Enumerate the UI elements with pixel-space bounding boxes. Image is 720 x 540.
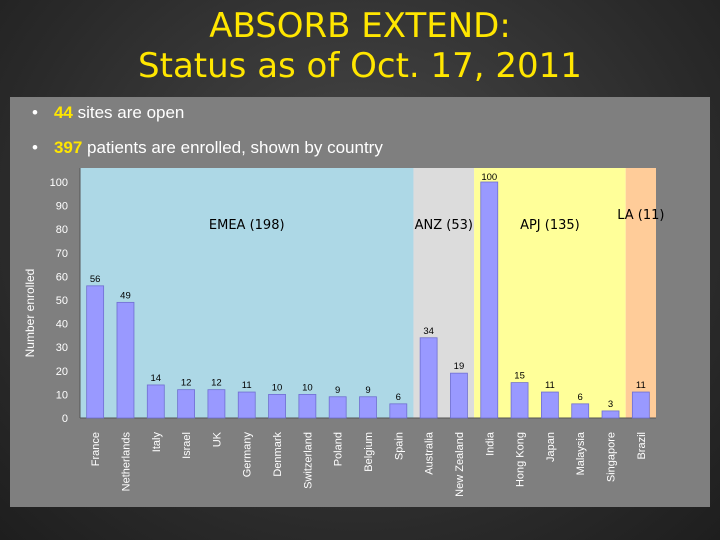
x-tick-label: Japan <box>545 432 557 462</box>
sites-count: 44 <box>53 103 73 122</box>
y-tick-label: 40 <box>56 319 68 331</box>
bar <box>541 391 559 419</box>
patients-text: patients are enrolled, shown by country <box>82 138 383 157</box>
region-label: APJ (135) <box>520 218 580 233</box>
bar <box>480 181 499 419</box>
y-tick-label: 30 <box>56 342 68 354</box>
title-line-1: ABSORB EXTEND: <box>209 6 511 46</box>
bullet-patients: • 397 patients are enrolled, shown by cou… <box>32 138 383 158</box>
y-tick-label: 50 <box>56 295 68 307</box>
bar <box>510 382 529 419</box>
region-bg-2 <box>474 168 626 418</box>
y-tick-label: 60 <box>56 271 68 283</box>
x-tick-label: Italy <box>151 432 163 453</box>
bar <box>116 301 135 419</box>
y-tick-label: 100 <box>50 177 68 189</box>
x-tick-label: France <box>90 432 102 466</box>
bar <box>631 391 650 419</box>
bar-value-label: 14 <box>151 373 162 384</box>
region-label: EMEA (198) <box>209 218 285 233</box>
bar <box>207 389 226 419</box>
x-tick-label: Hong Kong <box>515 432 527 487</box>
x-tick-label: Australia <box>424 431 436 475</box>
bullet-sites: • 44 sites are open <box>32 103 184 123</box>
x-tick-label: Germany <box>242 432 254 478</box>
x-tick-label: Singapore <box>606 432 618 482</box>
y-axis-label: Number enrolled <box>23 269 37 358</box>
title-line-2: Status as of Oct. 17, 2011 <box>138 46 582 86</box>
x-tick-label: New Zealand <box>454 432 466 497</box>
bar-value-label: 10 <box>302 382 313 393</box>
bar <box>601 410 620 419</box>
bar <box>328 396 347 419</box>
bar <box>450 372 468 419</box>
bar-value-label: 10 <box>272 382 283 393</box>
y-tick-label: 0 <box>62 413 68 425</box>
bar-value-label: 49 <box>120 290 131 301</box>
bullet-dot: • <box>32 103 38 122</box>
y-tick-label: 20 <box>56 366 68 378</box>
bar-value-label: 12 <box>181 378 192 389</box>
bar-value-label: 56 <box>90 274 101 285</box>
sites-text: sites are open <box>72 103 185 122</box>
x-tick-label: Spain <box>393 432 405 460</box>
x-tick-label: Switzerland <box>302 432 314 489</box>
bar-value-label: 15 <box>514 371 525 382</box>
y-tick-label: 10 <box>56 389 68 401</box>
bar-value-label: 12 <box>211 378 222 389</box>
x-tick-label: UK <box>211 431 223 447</box>
x-tick-label: Israel <box>181 432 193 459</box>
bar-value-label: 9 <box>335 385 340 396</box>
bar-value-label: 6 <box>396 392 401 403</box>
bar <box>86 285 105 419</box>
x-tick-label: India <box>484 431 496 456</box>
bar-value-label: 6 <box>578 392 583 403</box>
bar <box>268 393 286 419</box>
bar <box>146 384 165 419</box>
bar <box>298 393 317 419</box>
x-tick-label: Brazil <box>636 432 648 460</box>
patients-count: 397 <box>53 138 83 157</box>
bar-value-label: 9 <box>365 385 370 396</box>
bar <box>359 396 377 419</box>
slide-title: ABSORB EXTEND: Status as of Oct. 17, 201… <box>0 6 720 86</box>
y-tick-label: 90 <box>56 201 68 213</box>
y-tick-label: 70 <box>56 248 68 260</box>
bar <box>571 403 590 419</box>
x-tick-label: Malaysia <box>575 431 587 475</box>
bar-value-label: 11 <box>636 380 646 391</box>
y-tick-label: 80 <box>56 224 68 236</box>
bar-value-label: 34 <box>423 326 434 337</box>
bar-value-label: 19 <box>454 361 465 372</box>
bar <box>419 337 438 419</box>
bullet-dot: • <box>32 138 38 157</box>
bar <box>237 391 256 419</box>
bar-value-label: 11 <box>242 380 252 391</box>
bar-value-label: 100 <box>481 172 497 183</box>
bar <box>177 389 195 419</box>
bar-value-label: 11 <box>545 380 555 391</box>
region-bg-0 <box>80 168 414 418</box>
bar <box>389 403 408 419</box>
x-tick-label: Poland <box>333 432 345 466</box>
x-tick-label: Denmark <box>272 432 284 477</box>
x-tick-label: Netherlands <box>120 432 132 492</box>
region-label: ANZ (53) <box>415 218 473 233</box>
x-tick-label: Belgium <box>363 432 375 472</box>
region-bg-3 <box>625 168 656 418</box>
bar-value-label: 3 <box>608 399 613 410</box>
region-label: LA (11) <box>617 208 664 223</box>
